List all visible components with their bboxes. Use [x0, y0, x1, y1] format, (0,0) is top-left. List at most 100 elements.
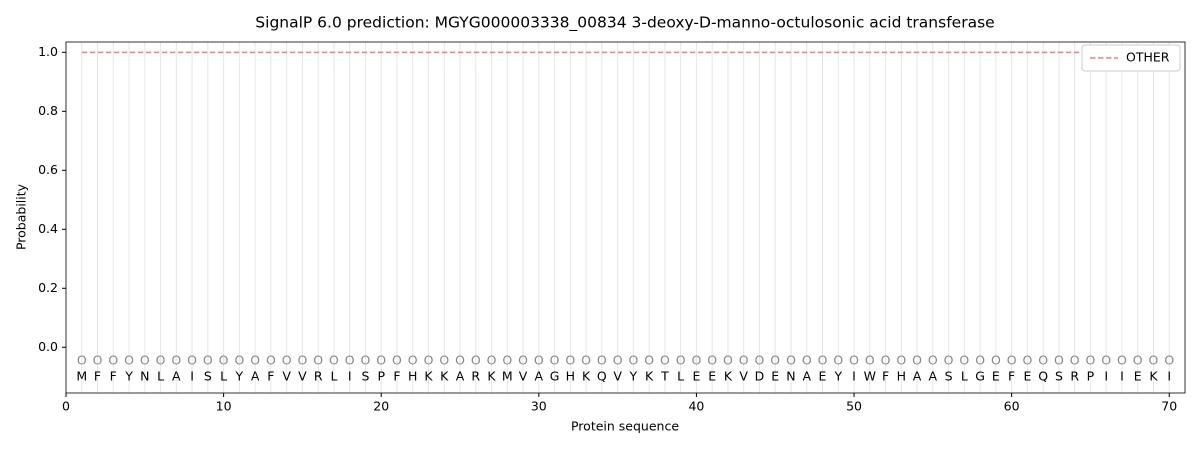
residue-label: Q: [1038, 368, 1048, 383]
region-label: O: [1007, 353, 1017, 368]
region-label: O: [1117, 353, 1127, 368]
region-label: O: [518, 353, 528, 368]
residue-label: Y: [235, 368, 244, 383]
residue-label: K: [1149, 368, 1158, 383]
y-tick-label: 1.0: [38, 44, 58, 59]
residue-label: S: [361, 368, 369, 383]
chart-title: SignalP 6.0 prediction: MGYG000003338_00…: [255, 14, 994, 33]
residue-label: I: [1104, 368, 1108, 383]
x-tick-label: 10: [216, 399, 232, 414]
residue-label: E: [1023, 368, 1031, 383]
region-label: O: [502, 353, 512, 368]
region-label: O: [361, 353, 371, 368]
residue-label: S: [204, 368, 212, 383]
region-label: O: [250, 353, 260, 368]
y-tick-label: 0.0: [38, 339, 58, 354]
region-label: O: [1149, 353, 1159, 368]
plot-frame: [65, 41, 1186, 394]
region-label: O: [628, 353, 638, 368]
residue-label: H: [408, 368, 417, 383]
region-label: O: [1054, 353, 1064, 368]
y-tick-label: 0.8: [38, 103, 58, 118]
residue-label: G: [975, 368, 985, 383]
residue-label: S: [945, 368, 953, 383]
legend-box: [1081, 44, 1181, 72]
region-label: O: [944, 353, 954, 368]
y-tick-label: 0.4: [38, 221, 58, 236]
residue-label: H: [566, 368, 575, 383]
region-label: O: [581, 353, 591, 368]
residue-label: I: [852, 368, 856, 383]
region-label: O: [424, 353, 434, 368]
region-label: O: [881, 353, 891, 368]
residue-label: E: [992, 368, 1000, 383]
region-label: O: [739, 353, 749, 368]
x-tick-label: 30: [531, 399, 547, 414]
region-label: O: [1086, 353, 1096, 368]
residue-label: R: [1070, 368, 1079, 383]
residue-label: E: [819, 368, 827, 383]
region-label: O: [329, 353, 339, 368]
legend-label: OTHER: [1126, 50, 1170, 65]
region-label: O: [723, 353, 733, 368]
x-tick-label: 50: [846, 399, 862, 414]
x-tick-label: 0: [62, 399, 70, 414]
residue-label: P: [1087, 368, 1095, 383]
residue-label: I: [1167, 368, 1171, 383]
region-label: O: [550, 353, 560, 368]
region-label: O: [471, 353, 481, 368]
region-label: O: [266, 353, 276, 368]
region-label: O: [975, 353, 985, 368]
region-label: O: [171, 353, 181, 368]
region-label: O: [770, 353, 780, 368]
x-tick-label: 70: [1161, 399, 1177, 414]
region-label: O: [1164, 353, 1174, 368]
residue-label: D: [755, 368, 765, 383]
residue-label: A: [929, 368, 938, 383]
region-label: O: [439, 353, 449, 368]
region-label: O: [660, 353, 670, 368]
region-label: O: [928, 353, 938, 368]
residue-label: F: [882, 368, 889, 383]
residue-label: K: [582, 368, 591, 383]
y-axis-label: Probability: [14, 183, 29, 250]
region-label: O: [597, 353, 607, 368]
residue-label: K: [424, 368, 433, 383]
region-label: O: [959, 353, 969, 368]
residue-label: Y: [124, 368, 133, 383]
region-label: O: [219, 353, 229, 368]
region-label: O: [1101, 353, 1111, 368]
region-label: O: [487, 353, 497, 368]
y-tick-label: 0.2: [38, 280, 58, 295]
x-tick-label: 60: [1004, 399, 1020, 414]
region-label: O: [156, 353, 166, 368]
residue-label: V: [298, 368, 307, 383]
residue-label: K: [724, 368, 733, 383]
residue-label: S: [1055, 368, 1063, 383]
region-label: O: [297, 353, 307, 368]
residue-label: H: [897, 368, 906, 383]
residue-label: R: [314, 368, 323, 383]
residue-label: M: [76, 368, 87, 383]
residue-label: Y: [629, 368, 638, 383]
region-label: O: [991, 353, 1001, 368]
region-label: O: [912, 353, 922, 368]
residue-label: A: [172, 368, 181, 383]
residue-label: E: [708, 368, 716, 383]
residue-label: E: [771, 368, 779, 383]
residue-label: M: [502, 368, 513, 383]
region-label: O: [802, 353, 812, 368]
region-label: O: [565, 353, 575, 368]
residue-label: K: [487, 368, 496, 383]
residue-label: L: [677, 368, 684, 383]
residue-label: T: [660, 368, 669, 383]
region-label: O: [1038, 353, 1048, 368]
residue-label: K: [440, 368, 449, 383]
region-label: O: [77, 353, 87, 368]
region-label: O: [345, 353, 355, 368]
region-label: O: [1070, 353, 1080, 368]
region-label: O: [455, 353, 465, 368]
residue-label: Q: [597, 368, 607, 383]
residue-label: L: [157, 368, 164, 383]
region-label: O: [108, 353, 118, 368]
